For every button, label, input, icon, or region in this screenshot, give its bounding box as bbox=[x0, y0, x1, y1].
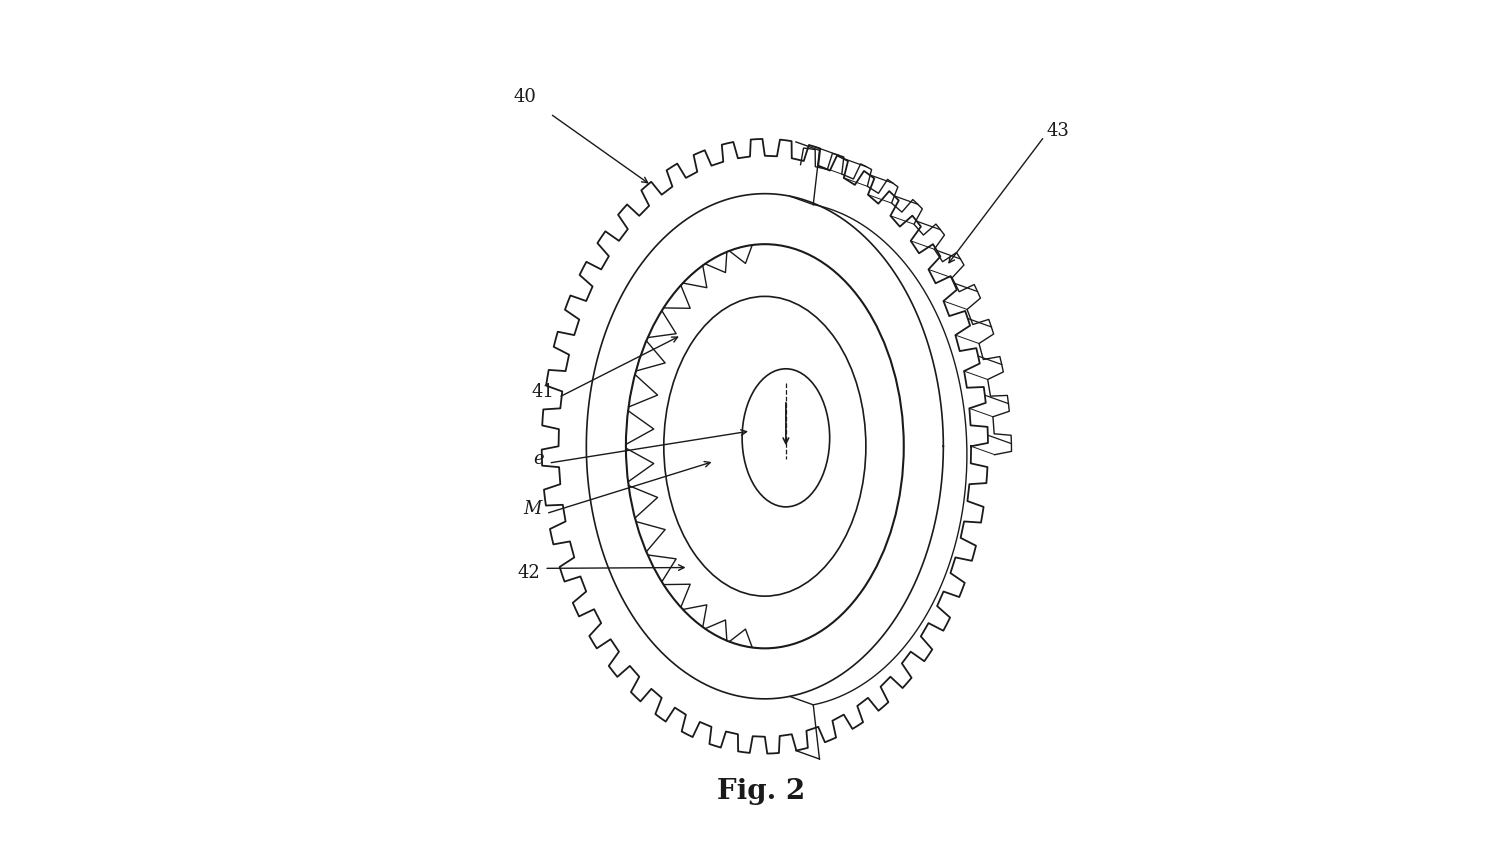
Text: Fig. 2: Fig. 2 bbox=[717, 778, 805, 805]
Text: 41: 41 bbox=[531, 382, 555, 401]
Ellipse shape bbox=[664, 296, 866, 596]
Text: 42: 42 bbox=[518, 563, 540, 582]
Ellipse shape bbox=[742, 369, 830, 507]
Text: e: e bbox=[534, 450, 545, 468]
Ellipse shape bbox=[625, 244, 904, 648]
Polygon shape bbox=[542, 139, 987, 754]
Text: 40: 40 bbox=[513, 88, 536, 106]
Text: 43: 43 bbox=[1047, 121, 1070, 140]
Text: M: M bbox=[524, 500, 542, 519]
